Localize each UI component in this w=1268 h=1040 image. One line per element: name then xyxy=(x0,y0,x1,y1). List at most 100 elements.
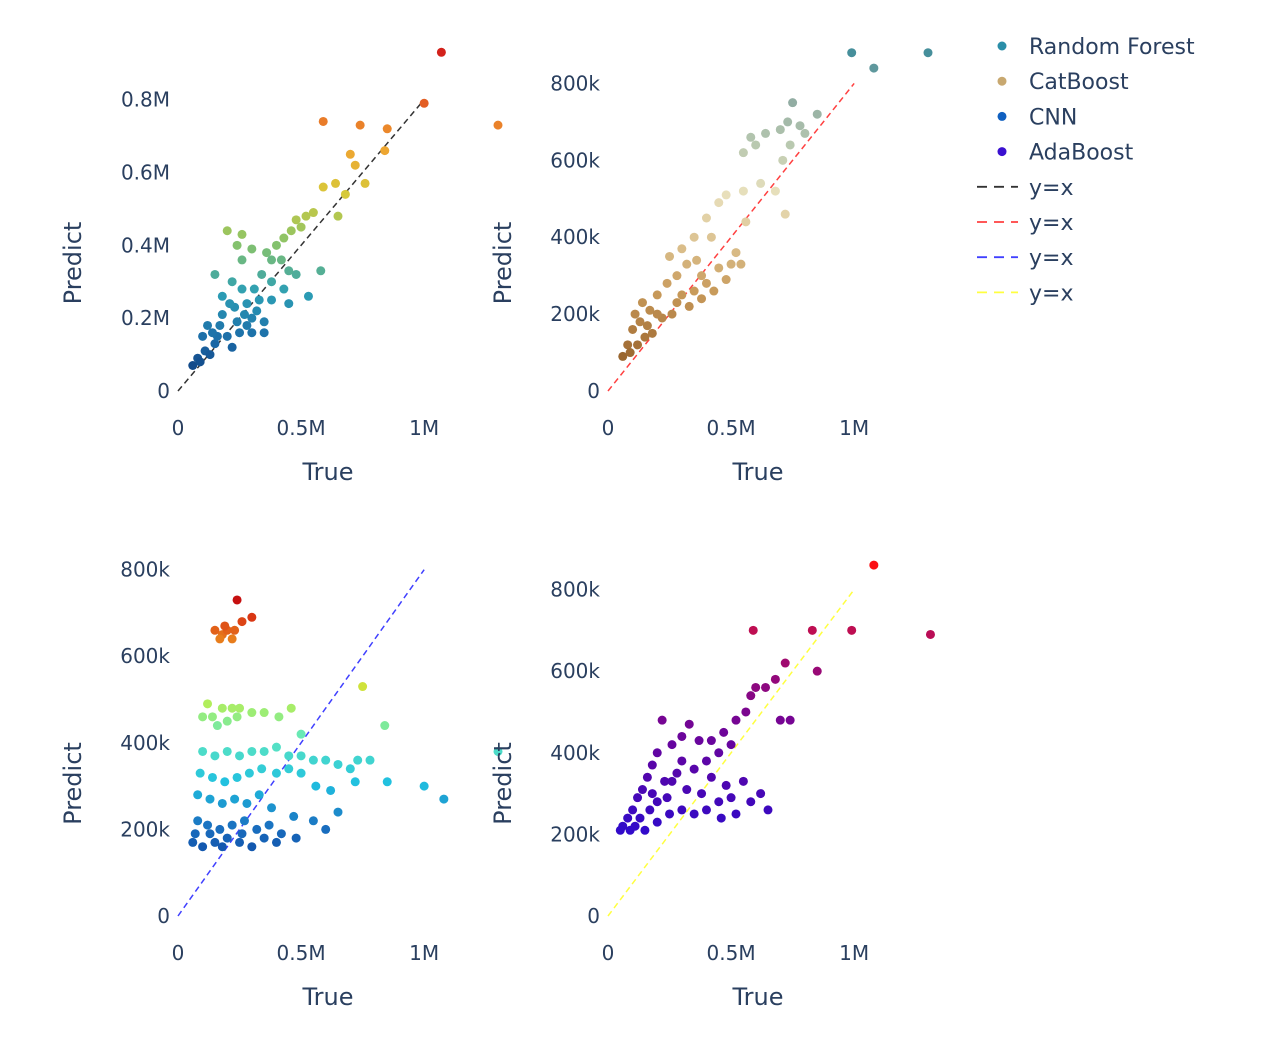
y-tick-label: 0 xyxy=(157,904,170,928)
data-point xyxy=(203,820,213,830)
data-point xyxy=(436,47,446,57)
data-point xyxy=(227,703,237,713)
legend-item[interactable]: Random Forest xyxy=(997,35,1195,60)
legend-label: y=x xyxy=(1029,281,1073,306)
y-tick-label: 800k xyxy=(550,578,600,602)
data-point xyxy=(198,712,208,722)
data-point xyxy=(286,703,296,713)
data-point xyxy=(719,727,729,737)
data-point xyxy=(284,299,294,309)
data-point xyxy=(198,331,208,341)
data-point xyxy=(775,715,785,725)
data-point xyxy=(230,625,240,635)
y-tick-label: 800k xyxy=(120,558,170,582)
legend-item[interactable]: y=x xyxy=(977,211,1073,236)
data-point xyxy=(706,772,716,782)
data-point xyxy=(350,160,360,170)
data-point xyxy=(847,625,857,635)
data-point xyxy=(222,833,232,843)
data-point xyxy=(358,682,368,692)
data-point xyxy=(205,350,215,360)
data-point xyxy=(360,178,370,188)
data-point xyxy=(311,781,321,791)
data-point xyxy=(652,290,662,300)
data-point xyxy=(642,772,652,782)
data-point xyxy=(812,109,822,119)
data-point xyxy=(350,777,360,787)
data-point xyxy=(714,198,724,208)
legend-marker-icon xyxy=(997,111,1007,121)
data-point xyxy=(625,825,635,835)
subplot-cnn: 0 0.5M 1M 0 200k 400k 600k 800k True Predict xyxy=(59,558,503,1011)
data-point xyxy=(353,755,363,765)
data-point xyxy=(628,324,638,334)
data-point xyxy=(647,760,657,770)
data-point xyxy=(227,342,237,352)
data-point xyxy=(345,149,355,159)
data-point xyxy=(210,837,220,847)
data-point xyxy=(291,215,301,225)
data-point xyxy=(701,278,711,288)
data-point xyxy=(645,305,655,315)
data-point xyxy=(296,729,306,739)
data-point xyxy=(333,807,343,817)
x-axis-title: True xyxy=(302,983,354,1011)
data-point xyxy=(217,291,227,301)
y-tick-label: 200k xyxy=(120,817,170,841)
data-point xyxy=(869,560,879,570)
x-tick-label: 0.5M xyxy=(707,941,756,965)
data-point xyxy=(232,772,242,782)
data-point xyxy=(923,48,933,58)
data-point xyxy=(925,629,935,639)
legend-item[interactable]: y=x xyxy=(977,281,1073,306)
data-point xyxy=(746,132,756,142)
data-point xyxy=(657,715,667,725)
data-point xyxy=(689,232,699,242)
data-point xyxy=(380,146,390,156)
data-point xyxy=(738,148,748,158)
legend-item[interactable]: CNN xyxy=(997,105,1078,130)
data-point xyxy=(301,211,311,221)
data-point xyxy=(257,764,267,774)
data-point xyxy=(763,805,773,815)
data-point xyxy=(215,320,225,330)
reference-line-y-equals-x xyxy=(177,569,425,917)
data-point xyxy=(770,186,780,196)
data-point xyxy=(716,813,726,823)
y-tick-label: 0.2M xyxy=(121,306,170,330)
data-point xyxy=(276,829,286,839)
data-point xyxy=(748,625,758,635)
data-point xyxy=(677,244,687,254)
data-point xyxy=(780,209,790,219)
data-point xyxy=(637,785,647,795)
data-point xyxy=(785,715,795,725)
data-point xyxy=(279,284,289,294)
data-point xyxy=(264,820,274,830)
legend-item[interactable]: CatBoost xyxy=(997,70,1129,95)
data-point xyxy=(259,833,269,843)
data-point xyxy=(326,785,336,795)
data-point xyxy=(242,320,252,330)
y-axis-title: Predict xyxy=(59,742,87,825)
legend-item[interactable]: y=x xyxy=(977,246,1073,271)
data-point xyxy=(382,777,392,787)
data-point xyxy=(215,824,225,834)
legend-label: y=x xyxy=(1029,176,1073,201)
legend-item[interactable]: AdaBoost xyxy=(997,141,1134,166)
data-point xyxy=(318,182,328,192)
x-tick-label: 1M xyxy=(839,416,869,440)
legend-item[interactable]: y=x xyxy=(977,176,1073,201)
y-axis-title: Predict xyxy=(489,222,517,305)
reference-line-y-equals-x xyxy=(607,82,855,392)
data-point xyxy=(640,825,650,835)
data-point xyxy=(635,813,645,823)
data-point xyxy=(677,290,687,300)
data-point xyxy=(623,340,633,350)
y-tick-label: 0.8M xyxy=(121,88,170,112)
data-point xyxy=(267,803,277,813)
x-tick-label: 0 xyxy=(602,416,615,440)
data-point xyxy=(210,269,220,279)
data-point xyxy=(618,351,628,361)
data-point xyxy=(220,621,230,631)
data-point xyxy=(847,48,857,58)
